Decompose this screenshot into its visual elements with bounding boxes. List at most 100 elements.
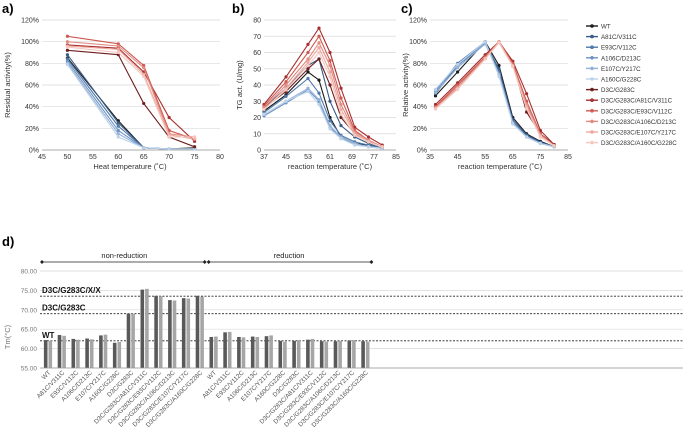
y-tick-label: 70.00 <box>21 307 38 314</box>
x-tick-label: 45 <box>38 154 46 161</box>
x-tick-label: 53 <box>304 154 312 161</box>
y-tick-label: 70 <box>253 34 261 41</box>
data-point <box>306 57 310 61</box>
data-point <box>65 62 70 67</box>
y-tick-label: 40% <box>413 104 427 111</box>
data-point <box>65 40 70 44</box>
bar-rep1-14 <box>237 336 241 368</box>
chart-tg-activity: 0 10 20 30 40 50 60 70 80 37 45 53 61 69 77 85 reaction … <box>235 18 400 172</box>
series-line-8 <box>435 40 555 147</box>
data-point <box>192 145 197 149</box>
data-point <box>456 66 460 70</box>
y-axis-title: Tm(°C) <box>3 324 12 349</box>
data-point <box>284 80 288 84</box>
data-point <box>317 78 321 82</box>
bar-rep2-8 <box>158 296 163 368</box>
bar-rep1-19 <box>306 339 310 368</box>
data-point <box>306 50 310 55</box>
data-point <box>284 99 288 103</box>
y-tick-label: 80.00 <box>21 269 38 276</box>
bar-rep1-1 <box>57 335 62 368</box>
data-point <box>116 135 120 139</box>
data-point <box>65 53 70 57</box>
x-tick-label: 37 <box>260 154 268 161</box>
bar-rep1-10 <box>181 298 186 368</box>
data-point <box>538 135 543 139</box>
legend-entry-11: D3C/G283C/A160C/G228C <box>601 140 677 147</box>
legend-marker-8 <box>590 109 594 113</box>
legend-marker-9 <box>590 119 594 124</box>
chart-relative-activity: 0% 20% 40% 60% 80% 100% 120% 35 45 55 65 75 85 reacti… <box>401 18 572 172</box>
data-point <box>306 60 310 64</box>
data-point <box>306 63 310 68</box>
data-point <box>167 147 171 151</box>
bar-rep2-11 <box>200 296 204 368</box>
data-point <box>353 133 357 137</box>
y-tick-label: 80% <box>413 61 427 68</box>
data-point <box>306 70 310 74</box>
bar-rep1-7 <box>140 289 145 368</box>
bar-rep1-23 <box>361 341 365 368</box>
data-point <box>456 62 460 67</box>
y-tick-label: 120% <box>21 18 39 25</box>
x-tick-label: 85 <box>392 154 400 161</box>
data-point <box>65 45 70 49</box>
group-label-reduction: reduction <box>274 251 305 260</box>
y-tick-label: 55.00 <box>21 366 38 373</box>
x-tick-label: 75 <box>191 154 199 161</box>
y-tick-label: 40% <box>25 104 39 111</box>
data-point <box>433 90 438 95</box>
bar-rep1-18 <box>292 340 296 368</box>
data-point <box>142 101 146 106</box>
legend-entry-10: D3C/G283C/E107C/Y217C <box>601 130 677 137</box>
x-axis-title: reaction temperature (˚C) <box>458 162 543 171</box>
y-tick-label: 60% <box>413 83 427 90</box>
y-tick-label: 20% <box>413 126 427 133</box>
data-point <box>328 99 332 103</box>
data-point <box>339 112 343 116</box>
chart-tm-bars: 55.00 60.00 65.00 70.00 75.00 80.00 Tm(°C) WT D3… <box>3 251 683 429</box>
data-point <box>366 145 371 149</box>
y-tick-label: 60.00 <box>21 346 38 353</box>
data-point <box>142 66 146 70</box>
y-tick-label: 50 <box>253 66 261 73</box>
x-tick-label: 85 <box>564 154 572 161</box>
legend-marker-3 <box>590 56 594 60</box>
data-point <box>433 107 438 111</box>
data-point <box>167 115 171 120</box>
legend-entry-1: A81C/V311C <box>601 34 637 41</box>
data-point <box>328 127 332 131</box>
bar-rep2-0 <box>48 340 53 368</box>
data-point <box>339 124 343 128</box>
data-point <box>317 41 321 45</box>
x-tick-label: 65 <box>140 154 148 161</box>
bar-rep1-20 <box>319 341 324 368</box>
legend-entry-3: A106C/D213C <box>601 55 641 62</box>
data-point <box>328 63 332 68</box>
x-tick-label: 70 <box>165 154 173 161</box>
x-tick-label: 77 <box>370 154 378 161</box>
data-point <box>339 96 343 100</box>
data-point <box>65 34 70 38</box>
x-axis-title: Heat temperature (˚C) <box>93 162 167 171</box>
bar-rep2-4 <box>103 334 108 368</box>
legend: WT A81C/V311C E93C/V112C A106C/D213C E107C/Y… <box>586 24 677 147</box>
bracket-diamond <box>40 260 44 264</box>
legend-marker-4 <box>590 66 594 71</box>
data-point <box>525 107 529 111</box>
y-tick-label: 40 <box>253 83 261 90</box>
data-point <box>116 121 120 125</box>
bar-rep1-3 <box>85 338 89 368</box>
y-tick-label: 10 <box>253 131 261 138</box>
data-point <box>116 128 120 133</box>
data-point <box>317 34 321 38</box>
y-tick-label: 20 <box>253 115 261 122</box>
bar-rep1-8 <box>154 295 158 368</box>
y-tick-label: 30 <box>253 99 261 106</box>
x-tick-label: 45 <box>282 154 290 161</box>
x-tick-label: 80 <box>216 154 224 161</box>
bar-rep1-12 <box>209 336 214 368</box>
legend-marker-10 <box>590 130 594 134</box>
data-point <box>262 107 266 111</box>
